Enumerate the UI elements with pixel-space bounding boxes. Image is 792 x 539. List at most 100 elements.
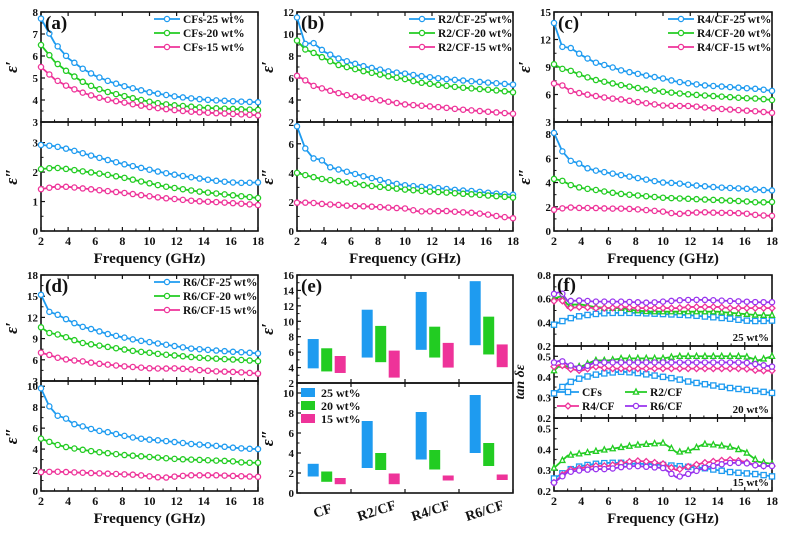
c-bot-ytick-label: 4 (546, 178, 552, 190)
a-data-point (137, 178, 145, 185)
c-legend-marker (677, 15, 685, 23)
c-data-point (751, 186, 759, 193)
a-data-point (146, 89, 153, 96)
c-top-ytick-label: 12 (540, 35, 552, 47)
a-data-point (171, 106, 178, 114)
d-data-point (229, 356, 237, 363)
f-data-point (735, 385, 742, 393)
f-data-point (617, 359, 625, 366)
b-data-point (476, 85, 484, 93)
b-data-point (351, 202, 359, 210)
f-data-point (667, 443, 676, 452)
c-data-point (634, 206, 642, 213)
a-data-point (254, 179, 262, 186)
e-range-bar (483, 316, 495, 355)
d-data-point (96, 328, 103, 335)
c-panel-label: (c) (558, 13, 579, 34)
f-data-point (743, 386, 751, 394)
b-data-point (476, 78, 484, 86)
d-bot-ytick-label: 0 (33, 486, 39, 498)
a-data-point (221, 110, 228, 117)
f-data-point (633, 364, 642, 373)
f-data-point (550, 290, 558, 298)
a-data-point (154, 194, 162, 201)
c-xtick-label: 14 (712, 234, 724, 248)
d-data-point (171, 455, 178, 463)
f-data-point (759, 310, 768, 318)
a-legend-marker (163, 15, 171, 23)
a-data-point (121, 161, 128, 168)
f-xlabel: Frequency (GHz) (607, 511, 719, 527)
f-data-point (659, 464, 667, 472)
d-data-point (121, 334, 128, 341)
a-data-point (37, 41, 45, 49)
c-data-point (626, 83, 633, 90)
b-data-point (310, 173, 317, 181)
e-ytick-label: 14 (283, 285, 295, 297)
a-legend-label: CFs-20 wt% (183, 28, 245, 40)
f-data-point (550, 390, 558, 397)
c-xtick-label: 12 (684, 234, 696, 248)
b-top-ytick-label: 8 (289, 51, 295, 63)
a-data-point (46, 71, 53, 78)
e-ytick-label: 4 (289, 448, 295, 460)
b-data-point (376, 203, 384, 211)
a-data-point (87, 169, 95, 176)
a-data-point (71, 86, 78, 93)
f-data-point (550, 479, 558, 486)
f-data-point (693, 359, 700, 366)
b-data-point (368, 69, 376, 77)
d-data-point (129, 452, 137, 459)
a-data-point (46, 142, 53, 149)
e-range-bar (496, 474, 508, 480)
b-data-point (351, 60, 359, 68)
a-bot-frame (40, 121, 259, 232)
c-data-point (584, 204, 591, 212)
e-ytick-label: 0 (289, 488, 295, 500)
f-data-point (768, 462, 776, 470)
a-data-point (171, 93, 178, 100)
d-data-point (187, 440, 195, 448)
d-data-point (246, 459, 253, 466)
f-data-point (550, 359, 558, 366)
b-data-point (293, 123, 301, 130)
f-data-point (718, 467, 725, 475)
d-bot-ytick-label: 8 (33, 402, 39, 414)
b-data-point (360, 94, 367, 101)
f-data-point (701, 351, 709, 360)
f-data-point (642, 439, 650, 448)
e-range-bar (429, 326, 441, 358)
d-data-point (221, 368, 228, 375)
f-data-point (718, 351, 726, 360)
c-data-point (601, 61, 608, 69)
c-legend-marker (677, 29, 685, 37)
c-data-point (710, 92, 717, 100)
f-data-point (751, 366, 760, 375)
d-data-point (129, 336, 137, 343)
f-data-point (592, 298, 600, 305)
a-bot-ytick-label: 0 (33, 226, 39, 238)
c-data-point (726, 106, 734, 113)
f-sub2-ytick-label: 0.5 (537, 423, 551, 435)
c-data-point (751, 107, 759, 115)
a-data-point (71, 147, 78, 155)
b-data-point (385, 98, 392, 105)
d-data-point (121, 363, 128, 370)
b-data-point (484, 79, 492, 86)
d-data-point (196, 366, 203, 374)
b-bot-ytick-label: 2 (289, 197, 295, 209)
d-data-point (196, 472, 203, 479)
f-legend-marker (564, 402, 572, 410)
b-data-point (501, 88, 508, 95)
a-xtick-label: 12 (171, 234, 183, 248)
a-data-point (37, 185, 45, 193)
c-data-point (701, 104, 709, 111)
a-data-point (37, 141, 45, 149)
a-data-point (204, 189, 212, 196)
d-xtick-label: 18 (252, 494, 264, 508)
f-data-point (567, 450, 575, 458)
a-data-point (196, 95, 203, 103)
e-range-bar (361, 421, 373, 468)
d-data-point (62, 315, 70, 323)
